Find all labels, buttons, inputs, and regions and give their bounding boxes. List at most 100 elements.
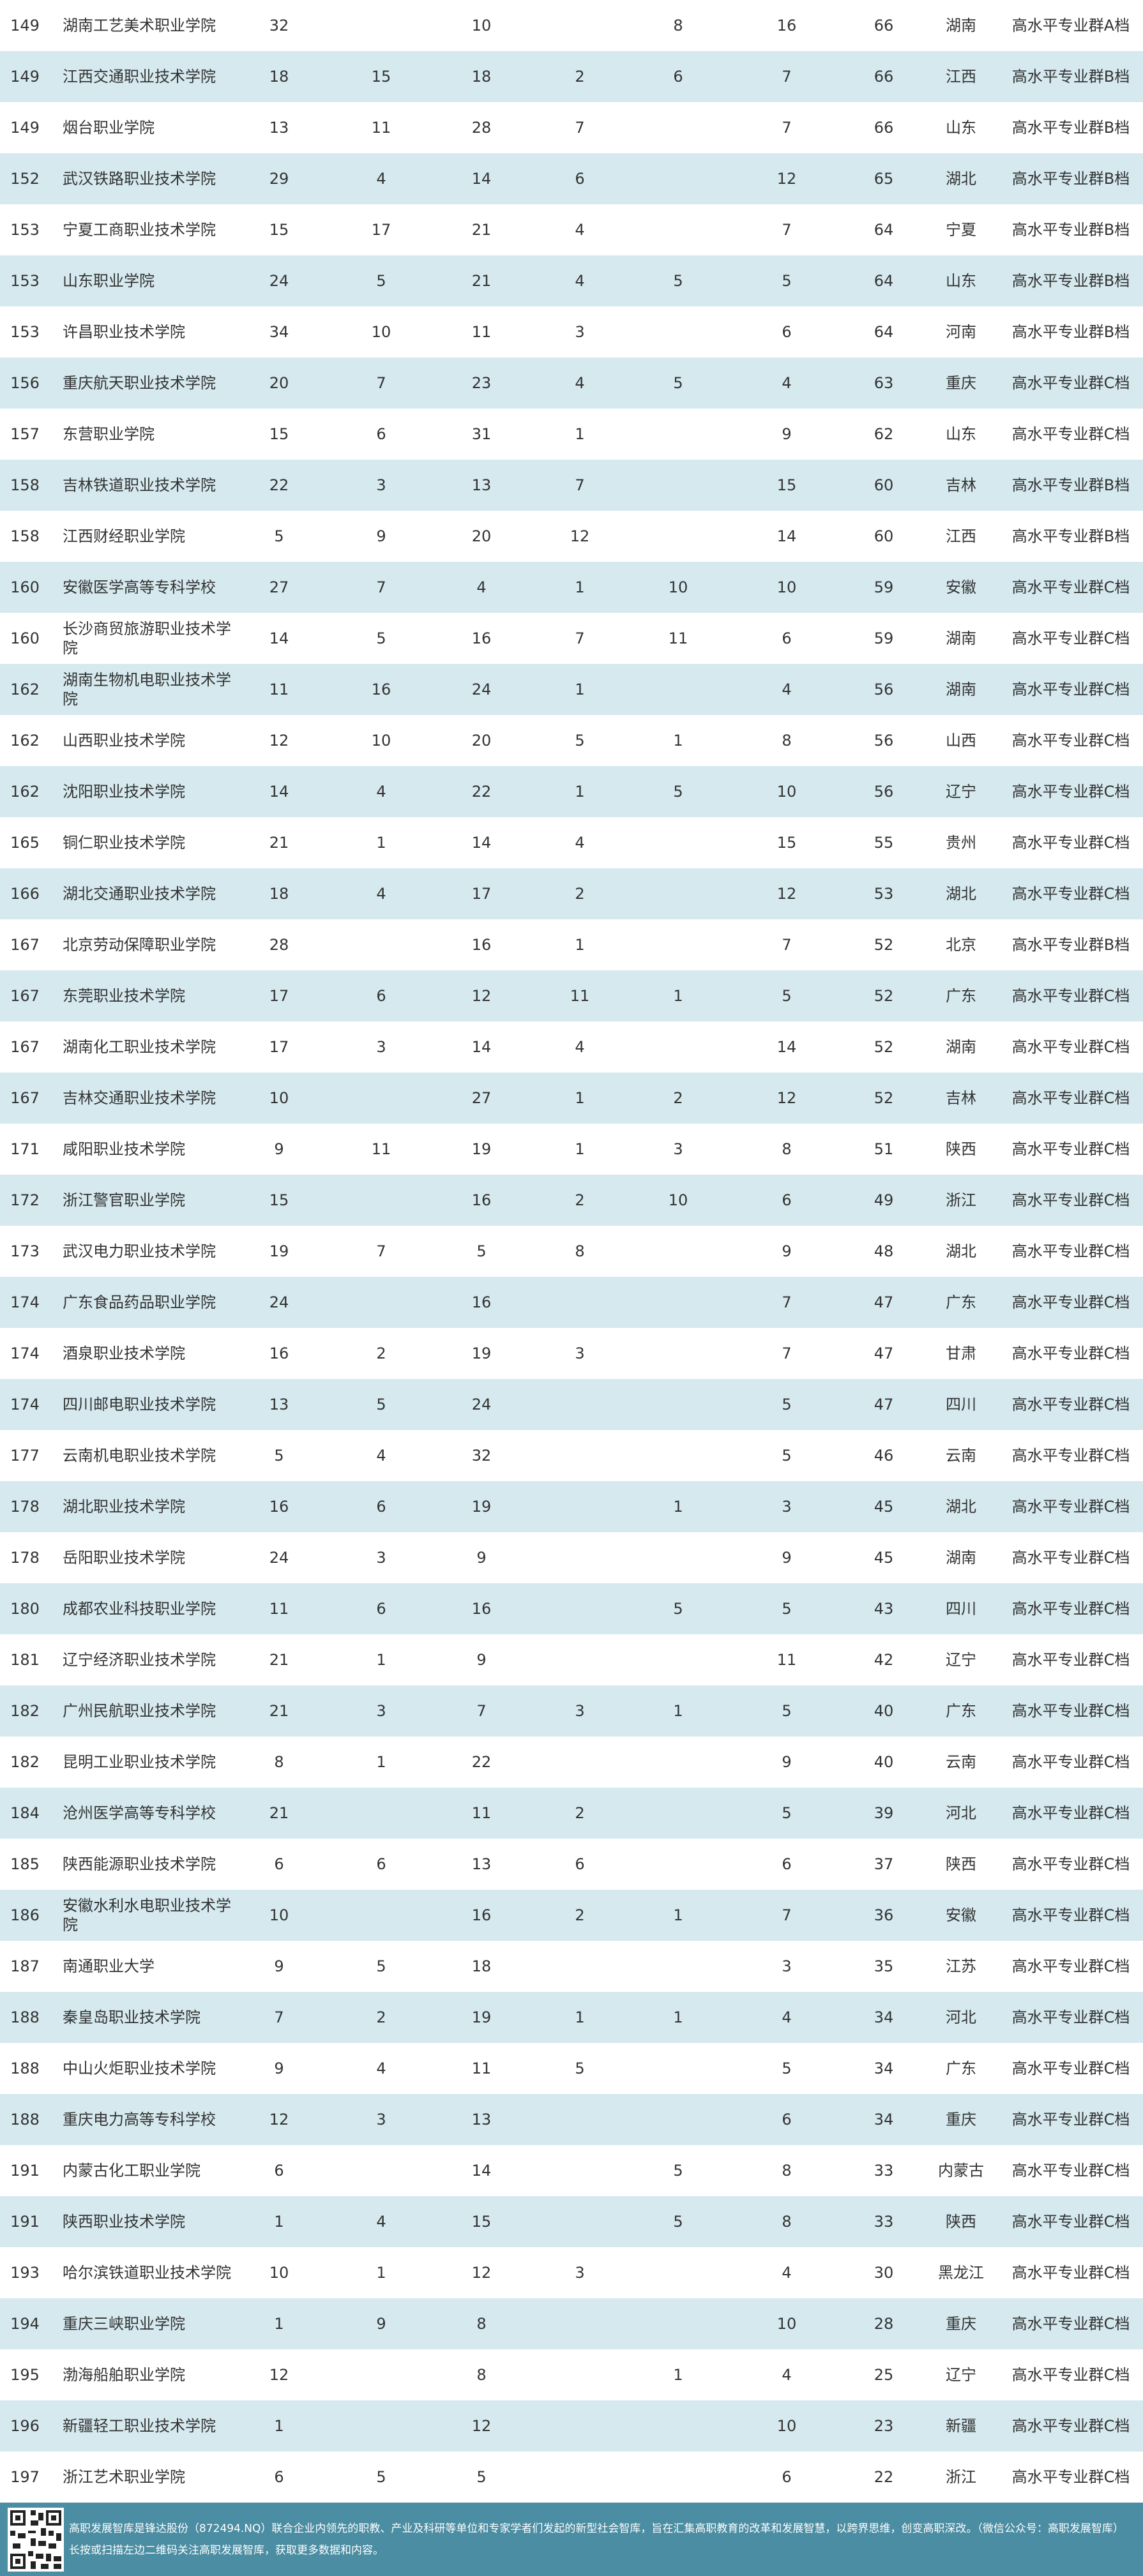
score: 5 [376, 1957, 386, 1975]
level: 高水平专业群C档 [1011, 2008, 1130, 2026]
score: 4 [376, 2213, 386, 2231]
level: 高水平专业群B档 [1011, 527, 1130, 545]
level: 高水平专业群C档 [1011, 2468, 1130, 2486]
level: 高水平专业群C档 [1011, 1855, 1130, 1873]
province: 贵州 [946, 834, 976, 852]
score: 24 [471, 681, 492, 698]
score: 10 [471, 17, 492, 34]
score: 16 [471, 1906, 492, 1924]
total-score: 28 [874, 2315, 894, 2333]
level: 高水平专业群C档 [1011, 2213, 1130, 2231]
total-score: 23 [874, 2417, 894, 2435]
score: 7 [782, 936, 792, 954]
score: 1 [673, 1906, 683, 1924]
rank: 153 [10, 221, 40, 239]
score: 2 [376, 2008, 386, 2026]
score: 18 [471, 68, 492, 86]
score: 22 [269, 476, 289, 494]
province: 陕西 [946, 1855, 976, 1873]
school-name: 南通职业大学 [63, 1957, 155, 1975]
total-score: 47 [874, 1344, 894, 1362]
score: 5 [274, 527, 284, 545]
school-name: 广州民航职业技术学院 [63, 1702, 216, 1720]
score: 15 [471, 2213, 492, 2231]
rank: 194 [10, 2315, 40, 2333]
score: 5 [673, 374, 683, 392]
school-name: 酒泉职业技术学院 [63, 1344, 185, 1362]
score: 12 [776, 1089, 797, 1107]
score: 8 [782, 2213, 792, 2231]
total-score: 34 [874, 2008, 894, 2026]
rank: 191 [10, 2162, 40, 2180]
score: 10 [371, 323, 391, 341]
score: 20 [471, 527, 492, 545]
score: 9 [782, 1242, 792, 1260]
score: 1 [673, 2008, 683, 2026]
school-name: 沈阳职业技术学院 [63, 783, 185, 801]
total-score: 66 [874, 17, 894, 34]
score: 6 [376, 425, 386, 443]
score: 6 [782, 2111, 792, 2128]
score: 1 [376, 1753, 386, 1771]
table-row: 153 宁夏工商职业技术学院 15 17 21 4 7 64 宁夏 高水平专业群B档 [0, 204, 1143, 255]
province: 江苏 [946, 1957, 976, 1975]
total-score: 52 [874, 1038, 894, 1056]
score: 10 [269, 2264, 289, 2282]
score: 8 [782, 1140, 792, 1158]
rank: 178 [10, 1549, 40, 1567]
score: 21 [471, 272, 492, 290]
school-name: 烟台职业学院 [63, 119, 155, 137]
score: 19 [471, 1344, 492, 1362]
province: 辽宁 [946, 2366, 976, 2384]
table-row: 157 东营职业学院 15 6 31 1 9 62 山东 高水平专业群C档 [0, 409, 1143, 460]
score: 9 [782, 1549, 792, 1567]
score: 12 [471, 987, 492, 1005]
school-name: 哈尔滨铁道职业技术学院 [63, 2264, 231, 2282]
score: 19 [471, 1498, 492, 1516]
table-row: 191 陕西职业技术学院 1 4 15 5 8 33 陕西 高水平专业群C档 [0, 2196, 1143, 2247]
score: 7 [274, 2008, 284, 2026]
score: 12 [570, 527, 590, 545]
school-name: 安徽医学高等专科学校 [63, 578, 216, 596]
score: 4 [575, 834, 585, 852]
score: 15 [776, 834, 797, 852]
table-row: 195 渤海船舶职业学院 12 8 1 4 25 辽宁 高水平专业群C档 [0, 2349, 1143, 2400]
rank: 172 [10, 1191, 40, 1209]
province: 湖北 [946, 1498, 976, 1516]
rank: 153 [10, 272, 40, 290]
score: 5 [782, 272, 792, 290]
rank: 195 [10, 2366, 40, 2384]
score: 6 [274, 2468, 284, 2486]
table-row: 162 沈阳职业技术学院 14 4 22 1 5 10 56 辽宁 高水平专业群C档 [0, 766, 1143, 817]
level: 高水平专业群C档 [1011, 885, 1130, 903]
total-score: 49 [874, 1191, 894, 1209]
province: 湖南 [946, 1549, 976, 1567]
score: 16 [269, 1344, 289, 1362]
score: 16 [269, 1498, 289, 1516]
table-row: 188 中山火炬职业技术学院 9 4 11 5 5 34 广东 高水平专业群C档 [0, 2043, 1143, 2094]
score: 4 [575, 221, 585, 239]
score: 8 [476, 2366, 487, 2384]
school-name: 安徽水利水电职业技术学院 [63, 1897, 231, 1934]
level: 高水平专业群C档 [1011, 1447, 1130, 1465]
score: 9 [476, 1651, 487, 1669]
score: 2 [673, 1089, 683, 1107]
table-row: 167 北京劳动保障职业学院 28 16 1 7 52 北京 高水平专业群B档 [0, 919, 1143, 970]
total-score: 33 [874, 2213, 894, 2231]
score: 16 [471, 1600, 492, 1618]
score: 21 [471, 221, 492, 239]
province: 湖南 [946, 1038, 976, 1056]
level: 高水平专业群C档 [1011, 1089, 1130, 1107]
score: 10 [668, 1191, 688, 1209]
level: 高水平专业群C档 [1011, 1344, 1130, 1362]
table-row: 180 成都农业科技职业学院 11 6 16 5 5 43 四川 高水平专业群C档 [0, 1583, 1143, 1634]
total-score: 40 [874, 1753, 894, 1771]
province: 四川 [946, 1396, 976, 1413]
province: 河北 [946, 1804, 976, 1822]
table-row: 185 陕西能源职业技术学院 6 6 13 6 6 37 陕西 高水平专业群C档 [0, 1839, 1143, 1890]
school-name: 陕西职业技术学院 [63, 2213, 185, 2231]
total-score: 30 [874, 2264, 894, 2282]
table-row: 160 长沙商贸旅游职业技术学院 14 5 16 7 11 6 59 湖南 高水平专业群C档 [0, 613, 1143, 664]
school-name: 重庆航天职业技术学院 [63, 374, 216, 392]
table-row: 158 吉林铁道职业技术学院 22 3 13 7 15 60 吉林 高水平专业群B档 [0, 460, 1143, 511]
